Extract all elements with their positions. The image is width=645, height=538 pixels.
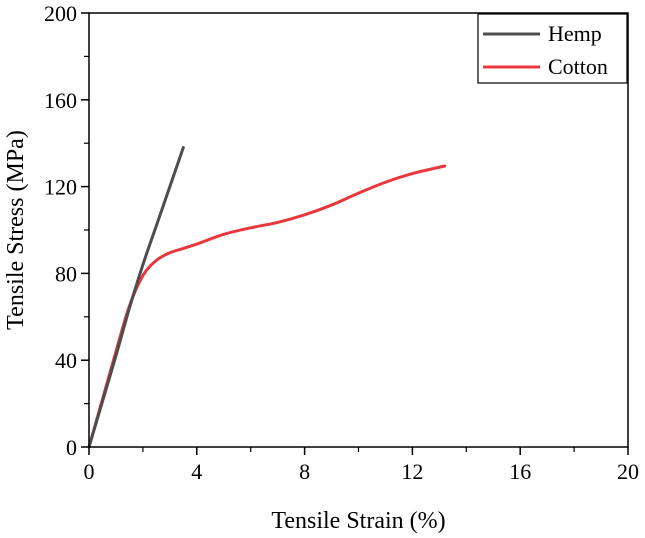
axes: 0 4 8 12 16 20 0 40 80 120 160 200 — [44, 1, 639, 484]
x-tick-label: 4 — [191, 459, 202, 484]
x-tick-label: 20 — [617, 459, 639, 484]
legend-label-cotton: Cotton — [548, 54, 608, 79]
y-tick-label: 80 — [55, 261, 77, 286]
y-tick-label: 200 — [44, 1, 77, 26]
legend-label-hemp: Hemp — [548, 21, 602, 46]
y-tick-label: 40 — [55, 348, 77, 373]
y-ticks: 0 40 80 120 160 200 — [44, 1, 89, 460]
legend: Hemp Cotton — [477, 13, 628, 84]
x-tick-label: 0 — [84, 459, 95, 484]
y-tick-label: 0 — [66, 435, 77, 460]
x-ticks: 0 4 8 12 16 20 — [84, 447, 639, 484]
x-tick-label: 8 — [299, 459, 310, 484]
plot-series — [87, 146, 447, 449]
legend-box — [477, 13, 628, 84]
y-tick-label: 120 — [44, 175, 77, 200]
x-tick-label: 12 — [401, 459, 423, 484]
y-tick-label: 160 — [44, 88, 77, 113]
x-axis-title: Tensile Strain (%) — [271, 508, 445, 534]
series-line-hemp — [87, 146, 185, 449]
x-tick-label: 16 — [509, 459, 531, 484]
y-axis-title: Tensile Stress (MPa) — [3, 130, 29, 330]
